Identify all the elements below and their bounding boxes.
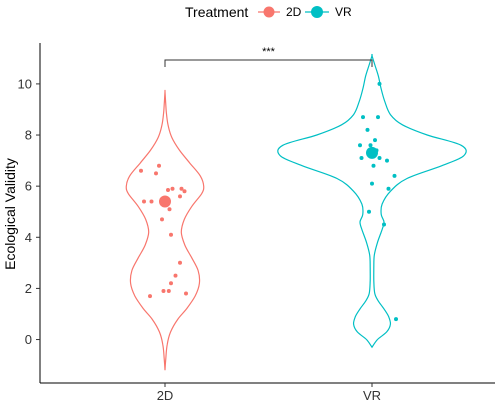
legend-label-vr: VR bbox=[335, 5, 352, 19]
point-2d-14 bbox=[173, 273, 178, 278]
violin-2d bbox=[125, 89, 205, 371]
violin-vr bbox=[277, 53, 467, 349]
point-vr-4 bbox=[358, 143, 362, 148]
point-2d-12 bbox=[169, 232, 173, 237]
point-vr-5 bbox=[373, 138, 377, 143]
legend-key-2d-dot bbox=[263, 6, 275, 18]
point-vr-7 bbox=[368, 143, 373, 148]
point-2d-4 bbox=[149, 199, 154, 204]
significance-label: *** bbox=[262, 46, 276, 58]
legend-entry-2d: 2D bbox=[258, 5, 302, 19]
y-tick-label-0: 0 bbox=[25, 332, 32, 347]
y-tick-label-8: 8 bbox=[25, 128, 32, 143]
point-vr-8 bbox=[359, 156, 364, 160]
legend-key-vr-dot bbox=[311, 6, 323, 18]
point-2d-15 bbox=[169, 281, 173, 286]
mean-marker-2d bbox=[159, 195, 171, 208]
point-2d-5 bbox=[170, 186, 175, 191]
point-vr-17 bbox=[394, 317, 398, 322]
y-axis-title: Ecological Validity bbox=[2, 158, 18, 270]
mean-marker-vr bbox=[366, 146, 378, 159]
point-2d-17 bbox=[161, 289, 166, 293]
y-tick-label-10: 10 bbox=[18, 76, 32, 91]
point-2d-0 bbox=[139, 168, 143, 173]
x-tick-label-vr: VR bbox=[363, 388, 381, 403]
point-2d-10 bbox=[167, 207, 172, 212]
point-vr-10 bbox=[385, 158, 389, 163]
point-2d-2 bbox=[154, 171, 158, 176]
point-vr-15 bbox=[367, 209, 371, 214]
point-vr-0 bbox=[361, 115, 365, 120]
point-2d-18 bbox=[148, 294, 152, 299]
point-vr-3 bbox=[365, 127, 370, 132]
significance-bracket bbox=[164, 59, 373, 67]
point-2d-6 bbox=[166, 188, 170, 192]
point-2d-1 bbox=[157, 163, 161, 168]
point-2d-3 bbox=[142, 199, 146, 204]
point-2d-13 bbox=[178, 260, 182, 265]
point-2d-19 bbox=[184, 291, 188, 296]
point-vr-11 bbox=[371, 163, 376, 168]
plot-area: 0 2 4 6 8 10 2D VR *** bbox=[18, 43, 495, 403]
point-vr-16 bbox=[382, 222, 386, 227]
y-tick-label-6: 6 bbox=[25, 179, 32, 194]
point-2d-9 bbox=[182, 189, 187, 194]
legend-title: Treatment bbox=[185, 4, 248, 20]
point-2d-8 bbox=[179, 186, 184, 191]
point-2d-16 bbox=[166, 289, 171, 293]
legend: Treatment 2D VR bbox=[185, 4, 352, 20]
point-vr-14 bbox=[370, 181, 374, 186]
point-vr-2 bbox=[376, 115, 380, 120]
x-tick-label-2d: 2D bbox=[157, 388, 174, 403]
y-tick-label-4: 4 bbox=[25, 230, 32, 245]
legend-entry-vr: VR bbox=[305, 5, 352, 19]
legend-label-2d: 2D bbox=[286, 5, 302, 19]
point-vr-1 bbox=[377, 81, 382, 86]
point-2d-7 bbox=[178, 194, 182, 199]
y-tick-label-2: 2 bbox=[25, 281, 32, 296]
point-vr-9 bbox=[377, 156, 382, 160]
point-2d-11 bbox=[160, 217, 164, 222]
point-vr-12 bbox=[392, 173, 397, 178]
point-vr-13 bbox=[386, 186, 391, 191]
